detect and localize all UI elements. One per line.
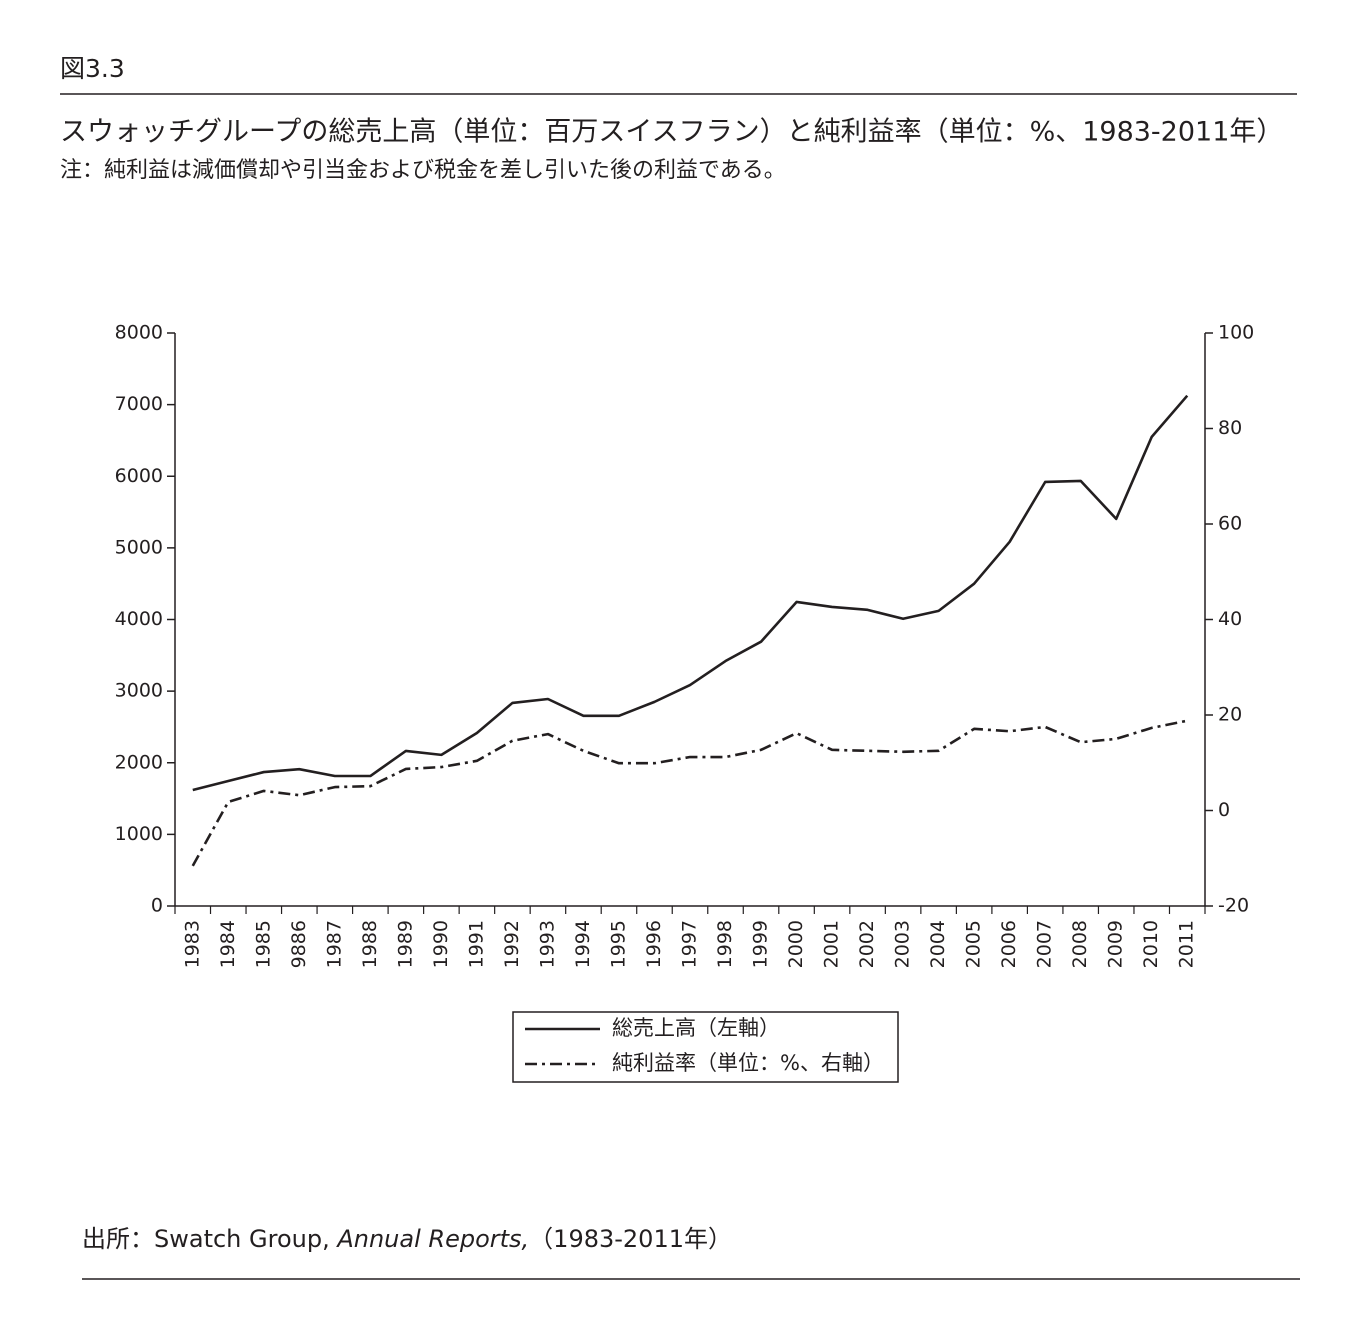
x-tick-label: 1993: [536, 920, 558, 968]
y2-tick-label: 0: [1218, 799, 1230, 821]
x-tick-label: 2002: [856, 920, 878, 968]
y2-tick-label: 60: [1218, 513, 1242, 535]
x-tick-label: 2003: [892, 920, 914, 968]
x-tick-label: 9886: [288, 920, 310, 968]
y2-tick-label: 100: [1218, 322, 1254, 344]
x-tick-label: 1984: [217, 920, 239, 968]
x-tick-label: 1990: [430, 920, 452, 968]
x-tick-label: 2004: [927, 920, 949, 968]
y-tick-label: 6000: [115, 465, 163, 487]
source: 出所：Swatch Group, Annual Reports,（1983-20…: [82, 1225, 732, 1253]
series-line: [192, 394, 1189, 792]
x-tick-label: 1999: [750, 920, 772, 968]
y-tick-label: 8000: [115, 322, 163, 344]
y2-tick-label: 40: [1218, 608, 1242, 630]
y2-tick-label: -20: [1218, 895, 1249, 917]
legend-label: 総売上高（左軸）: [612, 1016, 780, 1040]
legend-box: [512, 1011, 899, 1083]
x-tick-label: 2000: [785, 920, 807, 968]
source-suffix: （1983-2011年）: [529, 1225, 732, 1253]
y-tick-label: 5000: [115, 536, 163, 558]
x-tick-label: 1991: [465, 920, 487, 968]
x-tick-label: 1987: [323, 920, 345, 968]
x-tick-label: 2006: [998, 920, 1020, 968]
x-tick-label: 2011: [1176, 920, 1198, 968]
x-tick-label: 2009: [1105, 920, 1127, 968]
y-tick-label: 2000: [115, 751, 163, 773]
x-tick-label: 2007: [1034, 920, 1056, 968]
y-tick-label: 3000: [115, 680, 163, 702]
x-tick-label: 1992: [501, 920, 523, 968]
source-prefix: 出所：Swatch Group,: [82, 1225, 337, 1253]
x-tick-label: 1995: [607, 920, 629, 968]
chart-title: スウォッチグループの総売上高（単位：百万スイスフラン）と純利益率（単位：%、19…: [60, 117, 1283, 148]
note: 注：純利益は減価償却や引当金および税金を差し引いた後の利益である。: [60, 158, 786, 183]
legend-label: 純利益率（単位：%、右軸）: [612, 1051, 884, 1075]
x-tick-label: 2010: [1140, 920, 1162, 968]
x-tick-label: 1994: [572, 920, 594, 968]
figure-number: 図3.3: [60, 54, 125, 83]
x-tick-label: 1989: [394, 920, 416, 968]
y2-tick-label: 80: [1218, 417, 1242, 439]
x-tick-label: 1983: [181, 920, 203, 968]
x-tick-label: 1997: [679, 920, 701, 968]
x-tick-label: 2001: [821, 920, 843, 968]
x-tick-label: 1985: [252, 920, 274, 968]
y-tick-label: 0: [151, 895, 163, 917]
source-italic: Annual Reports,: [335, 1225, 529, 1253]
y-tick-label: 4000: [115, 608, 163, 630]
x-tick-label: 1996: [643, 920, 665, 968]
series-line: [191, 719, 1188, 867]
x-tick-label: 2005: [963, 920, 985, 968]
y-tick-label: 7000: [115, 393, 163, 415]
y2-tick-label: 20: [1218, 704, 1242, 726]
x-tick-label: 2008: [1069, 920, 1091, 968]
x-tick-label: 1998: [714, 920, 736, 968]
y-tick-label: 1000: [115, 823, 163, 845]
x-tick-label: 1988: [359, 920, 381, 968]
